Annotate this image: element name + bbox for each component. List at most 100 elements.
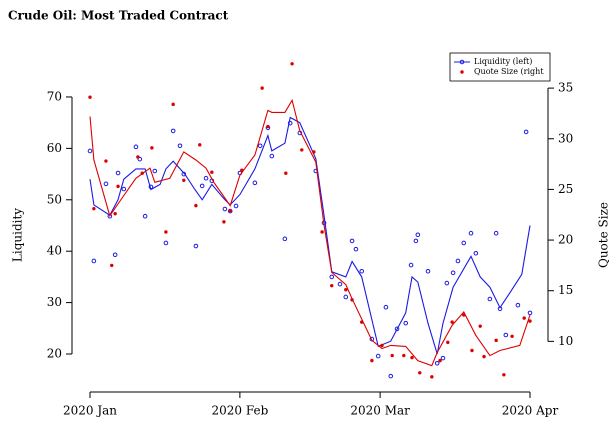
data-point xyxy=(510,334,514,339)
data-point xyxy=(415,232,421,238)
data-point xyxy=(260,86,264,90)
data-point xyxy=(199,183,205,189)
data-point xyxy=(394,326,400,332)
data-point xyxy=(193,243,199,249)
data-point xyxy=(115,170,121,176)
data-point xyxy=(312,150,316,154)
chart-title: Crude Oil: Most Traded Contract xyxy=(8,9,229,23)
data-point xyxy=(515,302,521,308)
data-point xyxy=(470,348,474,353)
data-point xyxy=(502,373,506,377)
data-point xyxy=(403,320,409,326)
data-point xyxy=(444,280,450,286)
data-point xyxy=(494,338,498,343)
data-point xyxy=(87,148,93,154)
data-point xyxy=(402,353,406,358)
y-tick-label: 40 xyxy=(47,244,62,258)
data-point xyxy=(425,268,431,274)
data-point xyxy=(503,332,509,338)
data-point xyxy=(527,310,533,316)
data-point xyxy=(349,238,355,244)
data-point xyxy=(450,270,456,276)
data-point xyxy=(282,236,288,242)
data-point xyxy=(359,268,365,274)
data-point xyxy=(91,258,97,264)
data-point xyxy=(137,156,143,162)
data-point xyxy=(233,203,239,209)
data-point xyxy=(163,240,169,246)
data-point xyxy=(300,148,304,152)
y-tick-label: 30 xyxy=(47,295,62,309)
x-tick-label: 2020 Feb xyxy=(211,404,268,418)
data-point xyxy=(434,360,440,366)
legend-marker xyxy=(460,70,464,74)
data-point xyxy=(284,171,288,175)
legend-marker xyxy=(459,59,465,65)
data-point xyxy=(446,340,450,345)
y-tick-label: 70 xyxy=(47,89,62,103)
data-point xyxy=(103,181,109,187)
data-point xyxy=(142,213,148,219)
data-point xyxy=(350,298,354,302)
data-point xyxy=(528,319,532,323)
data-point xyxy=(198,143,202,147)
data-point xyxy=(360,320,364,324)
y-axis-label: Liquidity xyxy=(11,208,25,262)
y2-tick-label: 25 xyxy=(558,182,573,196)
data-point xyxy=(482,354,486,359)
data-point xyxy=(269,153,275,159)
data-point xyxy=(493,230,499,236)
data-point xyxy=(380,343,384,348)
data-point xyxy=(478,324,482,328)
data-point xyxy=(287,120,293,126)
data-point xyxy=(203,175,209,181)
y-tick-label: 20 xyxy=(47,347,62,361)
data-point xyxy=(110,263,114,268)
data-point xyxy=(450,320,454,324)
data-point xyxy=(121,186,127,192)
data-point xyxy=(88,95,92,99)
data-point xyxy=(240,168,244,172)
legend-label: Quote Size (right xyxy=(474,67,544,76)
data-point xyxy=(330,283,334,288)
data-point xyxy=(468,230,474,236)
y2-tick-label: 20 xyxy=(558,233,573,247)
data-point xyxy=(343,294,349,300)
data-point xyxy=(430,375,434,379)
y2-axis-label: Quote Size xyxy=(597,202,611,268)
x-tick-label: 2020 Apr xyxy=(502,404,559,418)
data-point xyxy=(462,313,466,317)
x-tick-label: 2020 Mar xyxy=(350,404,410,418)
data-point xyxy=(252,180,258,186)
data-point xyxy=(152,168,158,174)
data-point xyxy=(337,281,343,287)
data-point xyxy=(383,304,389,310)
y2-tick-label: 10 xyxy=(558,334,573,348)
data-point xyxy=(410,355,414,360)
data-point xyxy=(418,371,422,375)
data-point xyxy=(522,316,526,320)
data-point xyxy=(320,230,324,234)
data-point xyxy=(177,143,183,149)
data-point xyxy=(290,62,294,66)
data-point xyxy=(313,168,319,174)
data-point xyxy=(228,208,232,213)
data-point xyxy=(455,258,461,264)
data-point xyxy=(370,358,374,363)
data-point xyxy=(194,203,198,208)
legend-label: Liquidity (left) xyxy=(474,57,532,66)
data-point xyxy=(222,220,226,224)
data-point xyxy=(413,238,419,244)
data-point xyxy=(257,143,263,149)
data-point xyxy=(148,184,154,190)
data-point xyxy=(461,240,467,246)
data-point xyxy=(408,262,414,268)
data-point xyxy=(473,250,479,256)
data-point xyxy=(222,206,228,212)
data-point xyxy=(116,184,120,189)
data-point xyxy=(266,124,270,129)
data-point xyxy=(112,252,118,258)
y-tick-label: 60 xyxy=(47,141,62,155)
data-point xyxy=(150,146,154,150)
